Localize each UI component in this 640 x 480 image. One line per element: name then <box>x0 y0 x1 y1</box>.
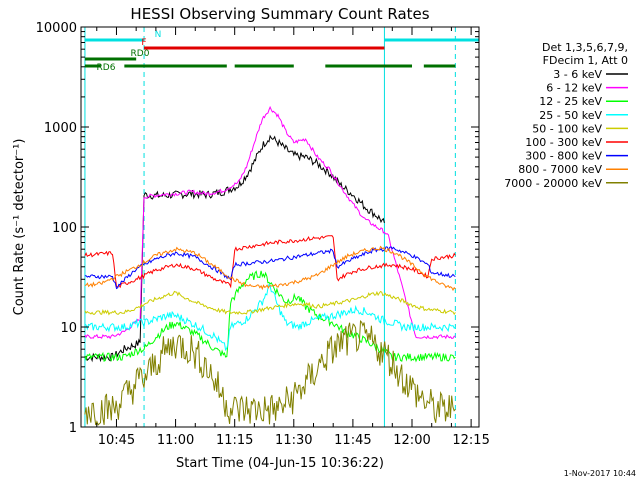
series-line-3 <box>84 283 456 352</box>
legend-label-2: 12 - 25 keV <box>539 95 602 108</box>
legend-label-4: 50 - 100 keV <box>532 122 602 135</box>
series-line-7 <box>84 245 456 292</box>
legend-label-1: 6 - 12 keV <box>546 82 602 95</box>
legend-label-8: 7000 - 20000 keV <box>504 177 602 190</box>
legend-label-6: 300 - 800 keV <box>525 150 602 163</box>
annotation-label-3: RD6 <box>97 63 116 73</box>
x-tick-label-5: 12:00 <box>393 433 430 448</box>
x-tick-label-2: 11:15 <box>216 433 253 448</box>
annotation-label-0: N <box>155 30 162 40</box>
legend-label-3: 25 - 50 keV <box>539 109 602 122</box>
y-tick-label-0: 1 <box>69 421 77 436</box>
x-tick-label-4: 11:45 <box>334 433 371 448</box>
legend: Det 1,3,5,6,7,9,FDecim 1, Att 03 - 6 keV… <box>504 41 628 190</box>
axes: 10:45 11:00 11:15 11:30 11:45 12:00 12:15 1 10 10… <box>36 21 490 448</box>
y-tick-label-1: 10 <box>60 321 77 336</box>
series-line-8 <box>84 319 456 426</box>
x-axis-label: Start Time (04-Jun-15 10:36:22) <box>176 456 384 471</box>
series-line-5 <box>84 235 456 289</box>
plot-series <box>84 105 456 426</box>
vertical-markers <box>84 27 456 427</box>
x-tick-label-0: 10:45 <box>98 433 135 448</box>
y-tick-label-3: 1000 <box>44 121 77 136</box>
legend-label-5: 100 - 300 keV <box>525 136 602 149</box>
series-line-0 <box>84 134 385 363</box>
series-line-6 <box>84 246 456 290</box>
series-line-4 <box>84 290 456 316</box>
footer-timestamp: 1-Nov-2017 10:44 <box>564 469 636 478</box>
annotation-label-1: F <box>141 38 146 48</box>
y-tick-label-4: 10000 <box>36 21 77 36</box>
x-tick-label-6: 12:15 <box>452 433 489 448</box>
legend-label-0: 3 - 6 keV <box>553 68 602 81</box>
y-axis-label: Count Rate (s⁻¹ detector⁻¹) <box>12 139 27 316</box>
legend-header-0: Det 1,3,5,6,7,9, <box>542 41 628 54</box>
chart-title: HESSI Observing Summary Count Rates <box>130 5 429 23</box>
legend-label-7: 800 - 7000 keV <box>518 163 602 176</box>
y-tick-label-2: 100 <box>52 221 77 236</box>
legend-header-1: FDecim 1, Att 0 <box>543 54 628 67</box>
x-tick-label-1: 11:00 <box>157 433 194 448</box>
annotation-label-2: RD0 <box>131 49 150 59</box>
x-tick-label-3: 11:30 <box>275 433 312 448</box>
